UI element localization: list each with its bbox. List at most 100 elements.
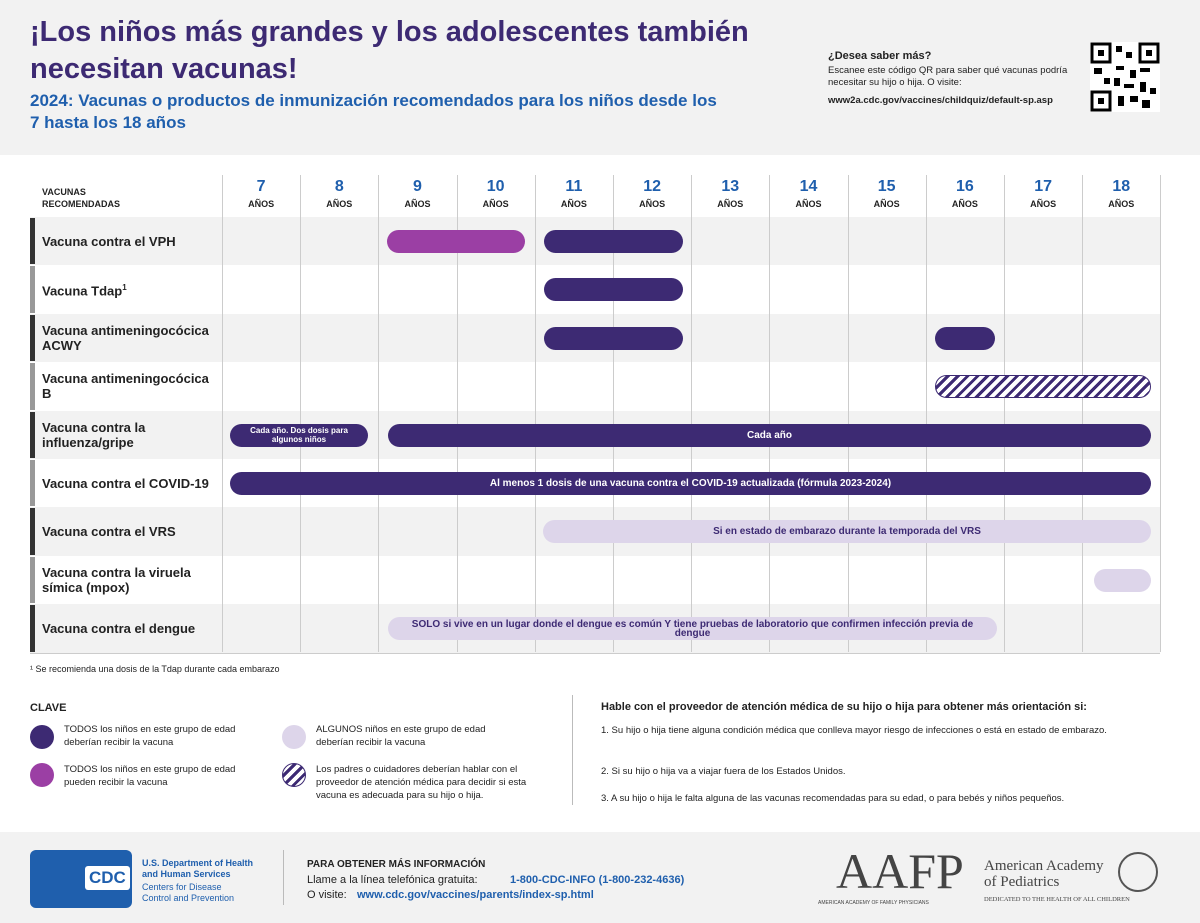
hhs-name: U.S. Department of Health and Human Serv… — [142, 858, 254, 879]
age: 17 — [1034, 178, 1052, 195]
aap-name: American Academy of Pediatrics — [984, 858, 1104, 890]
vaccine-name-text: Vacuna contra el VPH — [42, 233, 176, 249]
row-marker — [30, 605, 35, 652]
key-magenta — [30, 763, 54, 787]
age-unit: AÑOS — [560, 199, 587, 209]
age-unit: AÑOS — [248, 199, 275, 209]
vaccine-name: Vacuna antimeningocócica B — [42, 362, 220, 410]
age: 8 — [334, 178, 344, 195]
more-title: PARA OBTENER MÁS INFORMACIÓN — [307, 859, 486, 870]
bar — [544, 278, 683, 302]
qr-code — [1090, 42, 1160, 112]
divider — [572, 695, 573, 805]
info-item: 3. A su hijo o hija le falta alguna de l… — [601, 793, 1065, 804]
bar-label: Si en estado de embarazo durante la temp… — [543, 520, 1151, 544]
vaccine-name-text: Vacuna contra el VRS — [42, 524, 176, 540]
key-dark — [30, 725, 54, 749]
cdc-logo: CDC — [85, 866, 130, 890]
age-unit: AÑOS — [404, 199, 431, 209]
vaccine-name-text: Vacuna contra la viruela símica (mpox) — [42, 564, 191, 595]
phone: 1-800-CDC-INFO (1-800-232-4636) — [510, 874, 685, 886]
row-marker — [30, 363, 35, 410]
bar — [387, 230, 525, 253]
vaccine-name: Vacuna contra el VPH — [42, 217, 220, 265]
cdc-name: Centers for Disease Control and Preventi… — [142, 882, 235, 903]
age: 12 — [643, 178, 661, 195]
vaccine-name: Vacuna Tdap1 — [42, 265, 220, 313]
bar-label: Cada año — [388, 423, 1151, 447]
footnote: ¹ Se recomienda una dosis de la Tdap dur… — [30, 664, 280, 674]
vaccine-name-text: Vacuna contra la influenza/gripe — [42, 419, 146, 450]
vaccine-name: Vacuna contra la viruela símica (mpox) — [42, 556, 220, 604]
age-unit: AÑOS — [873, 199, 900, 209]
key-title: CLAVE — [30, 702, 67, 714]
column-line — [378, 175, 380, 652]
header: ¡Los niños más grandes y los adolescente… — [0, 0, 1200, 155]
vaccine-name: Vacuna contra el dengue — [42, 604, 220, 652]
row-marker — [30, 411, 35, 458]
age-unit: AÑOS — [326, 199, 353, 209]
column-line — [222, 175, 223, 652]
row-marker — [30, 314, 35, 362]
footer: CDC U.S. Department of Health and Human … — [0, 832, 1200, 923]
age: 15 — [877, 178, 896, 195]
bar-label: Cada año. Dos dosis para algunos niños — [230, 423, 368, 447]
age: 11 — [565, 178, 583, 195]
qr-text: Escanee este código QR para saber qué va… — [828, 65, 1068, 88]
key-item: TODOS los niños en este grupo de edad pu… — [64, 764, 236, 788]
key-item: ALGUNOS niños en este grupo de edad debe… — [316, 724, 486, 748]
column-line — [691, 175, 693, 652]
info-item: 2. Si su hijo o hija va a viajar fuera d… — [601, 766, 846, 777]
vaccine-name-text: Vacuna Tdap1 — [42, 283, 127, 299]
age-unit: AÑOS — [482, 199, 509, 209]
bar — [544, 230, 683, 253]
subtitle: 2024: Vacunas o productos de inmunizació… — [30, 91, 717, 132]
bar-label: Al menos 1 dosis de una vacuna contra el… — [230, 472, 1151, 495]
key-item: TODOS los niños en este grupo de edad de… — [64, 724, 236, 748]
vaccine-name-text: Vacuna contra el dengue — [42, 620, 196, 636]
column-line — [456, 175, 458, 652]
age: 14 — [799, 178, 818, 195]
vaccine-name-text: Vacuna antimeningocócica B — [42, 371, 209, 402]
column-line — [1082, 175, 1084, 652]
age: 18 — [1112, 178, 1131, 195]
divider — [283, 850, 284, 905]
age: 10 — [486, 178, 505, 195]
age-unit: AÑOS — [1108, 199, 1135, 209]
row-marker — [30, 266, 35, 313]
bar — [1094, 568, 1151, 592]
key-hatch — [282, 763, 306, 787]
column-line — [1004, 175, 1005, 652]
row-marker — [30, 218, 35, 265]
age: 9 — [413, 178, 422, 195]
age: 13 — [721, 178, 740, 195]
info-title: Hable con el proveedor de atención médic… — [601, 701, 1087, 713]
qr-url: www2a.cdc.gov/vaccines/childquiz/default… — [828, 95, 1053, 106]
column-line — [769, 175, 771, 652]
column-line — [1160, 175, 1162, 652]
age: 16 — [955, 178, 974, 195]
footnote-ref: 1 — [122, 283, 127, 293]
schedule-table: VACUNAS RECOMENDADAS 7 AÑOS 8 AÑOS 9 AÑOS 10 AÑO… — [30, 175, 1162, 654]
age-unit: AÑOS — [717, 199, 744, 209]
row-bg — [30, 555, 1160, 605]
web-prefix: O visite: — [307, 889, 347, 901]
column-line — [847, 175, 849, 652]
bar — [935, 326, 995, 350]
bar — [544, 326, 683, 350]
age-unit: AÑOS — [639, 199, 666, 209]
vaccine-name: Vacuna contra la influenza/gripe — [42, 411, 220, 459]
bar — [935, 375, 1151, 399]
qr-heading: ¿Desea saber más? — [828, 50, 932, 62]
vaccine-name: Vacuna contra el COVID-19 — [42, 459, 220, 507]
vaccine-name: Vacuna antimeningocócica ACWY — [42, 314, 220, 362]
age-unit: AÑOS — [795, 199, 822, 209]
aap-tag: DEDICATED TO THE HEALTH OF ALL CHILDREN — [984, 896, 1130, 903]
row-marker — [30, 508, 35, 555]
row-marker — [30, 556, 35, 604]
column-line — [613, 175, 614, 652]
key-light — [282, 725, 306, 749]
aafp-name: AMERICAN ACADEMY OF FAMILY PHYSICIANS — [818, 900, 929, 906]
bar-label: SOLO si vive en un lugar donde el dengue… — [388, 617, 997, 641]
